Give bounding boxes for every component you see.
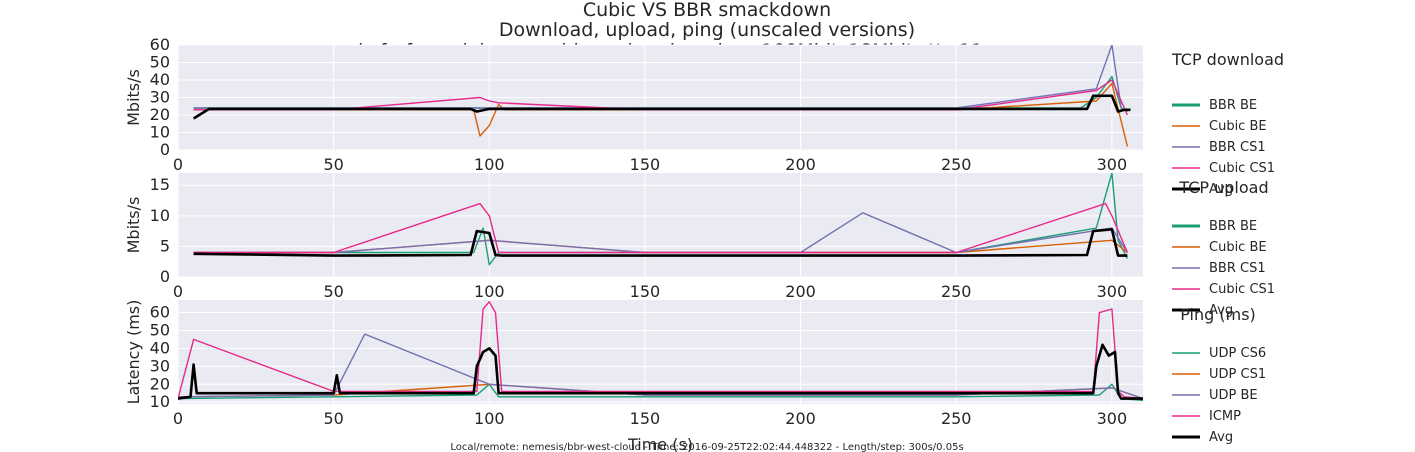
series-line-cubic-cs1 [193,202,1129,254]
y-tick-label: 20 [150,105,170,124]
legend-entry: BBR CS1 [1209,140,1266,155]
chart-title-line-1: Cubic VS BBR smackdown [583,0,831,21]
y-tick-label: 40 [150,338,170,357]
x-tick-label: 0 [173,282,183,301]
legend-entry: BBR BE [1209,98,1257,113]
series-group [178,301,1143,402]
y-tick-label: 50 [150,53,170,72]
y-tick-label: 40 [150,70,170,89]
series-line-icmp [178,301,1143,400]
legend-entry: UDP BE [1209,388,1258,403]
y-tick-label: 0 [160,140,170,159]
footer-text: Local/remote: nemesis/bbr-west-cloud - T… [450,442,963,452]
x-tick-label: 150 [630,155,661,174]
x-tick-label: 100 [474,282,505,301]
legend-entry: Cubic CS1 [1209,282,1275,297]
y-axis-label: Latency (ms) [124,300,143,405]
x-axis-label: Time (s) [627,435,693,452]
y-axis-label: Mbits/s [124,197,143,254]
x-tick-label: 150 [630,282,661,301]
x-tick-label: 0 [173,155,183,174]
legend-entry: Cubic BE [1209,240,1267,255]
legend-entry: Avg [1209,303,1233,318]
x-tick-label: 200 [785,282,816,301]
x-tick-label: 200 [785,409,816,428]
y-tick-label: 50 [150,320,170,339]
legend-1: TCP download BBR BE Cubic BE BBR CS1 Cubic C… [1171,50,1284,197]
legend-entry: ICMP [1209,409,1241,424]
legend-title: TCP download [1171,50,1284,69]
y-tick-label: 0 [160,267,170,286]
x-tick-label: 100 [474,155,505,174]
y-tick-label: 20 [150,374,170,393]
legend-2: TCP upload BBR BE Cubic BE BBR CS1 Cubic CS1… [1172,178,1275,318]
y-tick-label: 5 [160,236,170,255]
x-tick-label: 300 [1097,409,1128,428]
x-tick-label: 50 [323,155,343,174]
series-line-avg [192,94,1131,120]
legend-entry: BBR CS1 [1209,261,1266,276]
y-tick-label: 15 [150,175,170,194]
y-tick-label: 30 [150,88,170,107]
series-line-udp-be [178,333,1143,400]
x-tick-label: 50 [323,409,343,428]
chart-legends: TCP download BBR BE Cubic BE BBR CS1 Cubic C… [1171,50,1284,445]
x-tick-label: 200 [785,155,816,174]
x-tick-label: 300 [1097,155,1128,174]
x-tick-label: 150 [630,409,661,428]
y-tick-label: 60 [150,35,170,54]
x-tick-label: 100 [474,409,505,428]
series-group [193,173,1129,266]
x-tick-label: 250 [941,155,972,174]
plot-area [178,300,1143,404]
x-tick-label: 300 [1097,282,1128,301]
y-tick-label: 60 [150,303,170,322]
chart-panel-2: 0 50 100 150 200 250 300 0 5 10 15 Mbits/s [124,173,1143,301]
series-line-udp-cs6 [178,383,1143,402]
legend-entry: Avg [1209,182,1233,197]
legend-entry: Cubic BE [1209,119,1267,134]
legend-title: Ping (ms) [1180,305,1256,324]
y-axis-label: Mbits/s [124,69,143,126]
legend-entry: UDP CS1 [1209,367,1266,382]
y-tick-label: 10 [150,123,170,142]
chart-title-line-2: Download, upload, ping (unscaled version… [499,19,915,41]
legend-entry: Avg [1209,430,1233,445]
x-tick-label: 250 [941,282,972,301]
legend-3: Ping (ms) UDP CS6 UDP CS1 UDP BE ICMP Avg [1172,305,1266,445]
legend-title: TCP upload [1178,178,1268,197]
plot-area [178,173,1143,277]
series-line-avg [193,228,1128,257]
y-tick-label: 30 [150,356,170,375]
series-line-avg [178,343,1143,400]
x-tick-label: 50 [323,282,343,301]
x-tick-label: 0 [173,409,183,428]
y-tick-label: 10 [150,392,170,411]
y-tick-label: 10 [150,206,170,225]
legend-entry: UDP CS6 [1209,346,1266,361]
series-group [192,45,1131,147]
legend-entry: BBR BE [1209,219,1257,234]
legend-entry: Cubic CS1 [1209,161,1275,176]
x-tick-label: 250 [941,409,972,428]
